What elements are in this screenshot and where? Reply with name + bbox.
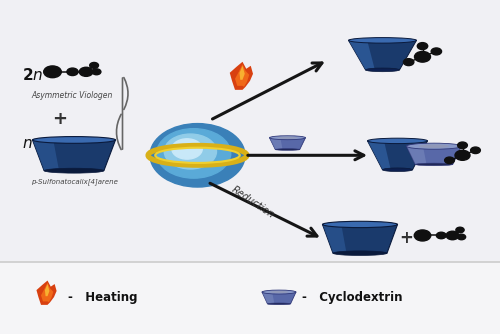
Ellipse shape [270,136,306,140]
Circle shape [80,67,93,76]
Polygon shape [348,40,375,70]
Polygon shape [32,140,64,171]
Polygon shape [322,224,350,253]
Polygon shape [32,140,59,171]
Circle shape [418,43,428,49]
Polygon shape [368,141,391,170]
Circle shape [164,134,216,169]
Circle shape [436,232,446,239]
Ellipse shape [419,145,449,148]
Circle shape [470,147,480,154]
Text: -   Cyclodextrin: - Cyclodextrin [302,292,403,304]
Text: Reduction: Reduction [230,184,276,220]
Polygon shape [322,224,346,253]
Ellipse shape [366,68,400,72]
Circle shape [455,150,470,160]
Polygon shape [262,292,296,304]
Polygon shape [270,138,282,150]
Circle shape [44,66,62,78]
Polygon shape [41,283,54,302]
Polygon shape [235,64,249,87]
Ellipse shape [262,290,296,294]
Circle shape [67,68,78,75]
Circle shape [92,69,101,75]
Circle shape [458,142,468,149]
Text: +: + [52,110,68,128]
Bar [0,262,500,334]
Ellipse shape [333,251,387,256]
Polygon shape [240,66,245,80]
Ellipse shape [44,168,104,173]
Polygon shape [270,138,306,150]
Circle shape [172,139,202,159]
Text: -   Heating: - Heating [68,292,137,304]
Bar [0,0,500,262]
Circle shape [446,231,459,240]
Ellipse shape [32,137,116,143]
Circle shape [431,48,442,55]
Ellipse shape [406,143,462,149]
Circle shape [444,157,454,164]
Text: Asymmetric Viologen: Asymmetric Viologen [32,91,113,100]
Circle shape [156,129,231,178]
Circle shape [456,227,464,233]
Circle shape [414,230,431,241]
Polygon shape [45,284,50,296]
Ellipse shape [268,303,290,305]
Ellipse shape [276,149,299,150]
Text: +: + [399,229,413,247]
Ellipse shape [278,137,297,139]
Ellipse shape [368,138,428,144]
Ellipse shape [322,221,398,227]
Polygon shape [230,62,253,90]
Circle shape [404,59,414,65]
Ellipse shape [270,291,288,293]
Polygon shape [348,40,416,70]
Ellipse shape [416,163,453,166]
Circle shape [150,124,245,187]
Circle shape [90,62,98,68]
Text: p-Sulfonatocalix[4]arene: p-Sulfonatocalix[4]arene [30,179,118,185]
Polygon shape [406,146,426,164]
Ellipse shape [348,38,416,43]
Polygon shape [36,281,56,305]
Polygon shape [32,140,116,171]
Polygon shape [262,292,274,304]
Text: $\mathit{n}$: $\mathit{n}$ [22,136,33,151]
Ellipse shape [382,168,412,172]
Text: $\mathbf{2}$$\mathit{n}$: $\mathbf{2}$$\mathit{n}$ [22,67,44,83]
Polygon shape [322,224,398,253]
Polygon shape [406,146,462,164]
Circle shape [458,234,466,240]
Circle shape [414,51,430,62]
Polygon shape [368,141,428,170]
